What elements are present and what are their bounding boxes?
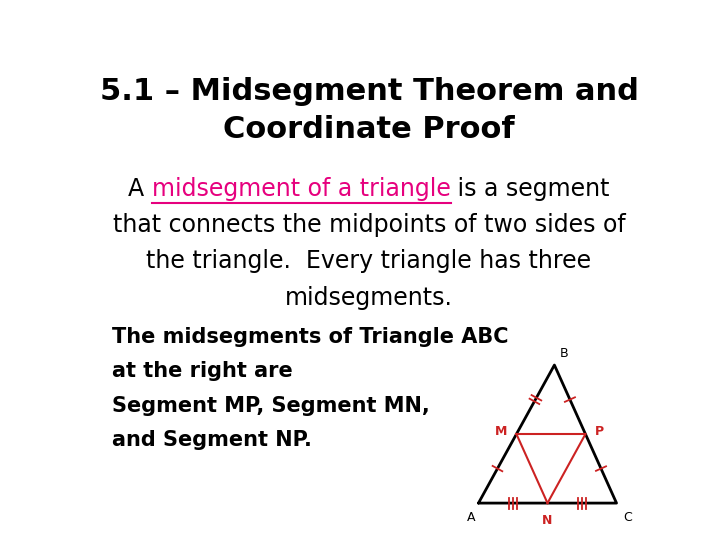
Text: C: C: [624, 511, 632, 524]
Text: Coordinate Proof: Coordinate Proof: [223, 114, 515, 144]
Text: P: P: [595, 425, 604, 438]
Text: A: A: [128, 177, 152, 201]
Text: M: M: [495, 425, 507, 438]
Text: is a segment: is a segment: [451, 177, 610, 201]
Text: midsegments.: midsegments.: [285, 286, 453, 309]
Text: the triangle.  Every triangle has three: the triangle. Every triangle has three: [146, 249, 592, 273]
Text: A: A: [467, 511, 476, 524]
Text: N: N: [542, 514, 553, 527]
Text: at the right are: at the right are: [112, 361, 293, 381]
Text: 5.1 – Midsegment Theorem and: 5.1 – Midsegment Theorem and: [99, 77, 639, 106]
Text: that connects the midpoints of two sides of: that connects the midpoints of two sides…: [112, 213, 626, 237]
Text: and Segment NP.: and Segment NP.: [112, 430, 312, 450]
Text: Segment MP, Segment MN,: Segment MP, Segment MN,: [112, 396, 430, 416]
Text: B: B: [560, 347, 569, 360]
Text: The midsegments of Triangle ABC: The midsegments of Triangle ABC: [112, 327, 509, 347]
Text: midsegment of a triangle: midsegment of a triangle: [152, 177, 451, 201]
